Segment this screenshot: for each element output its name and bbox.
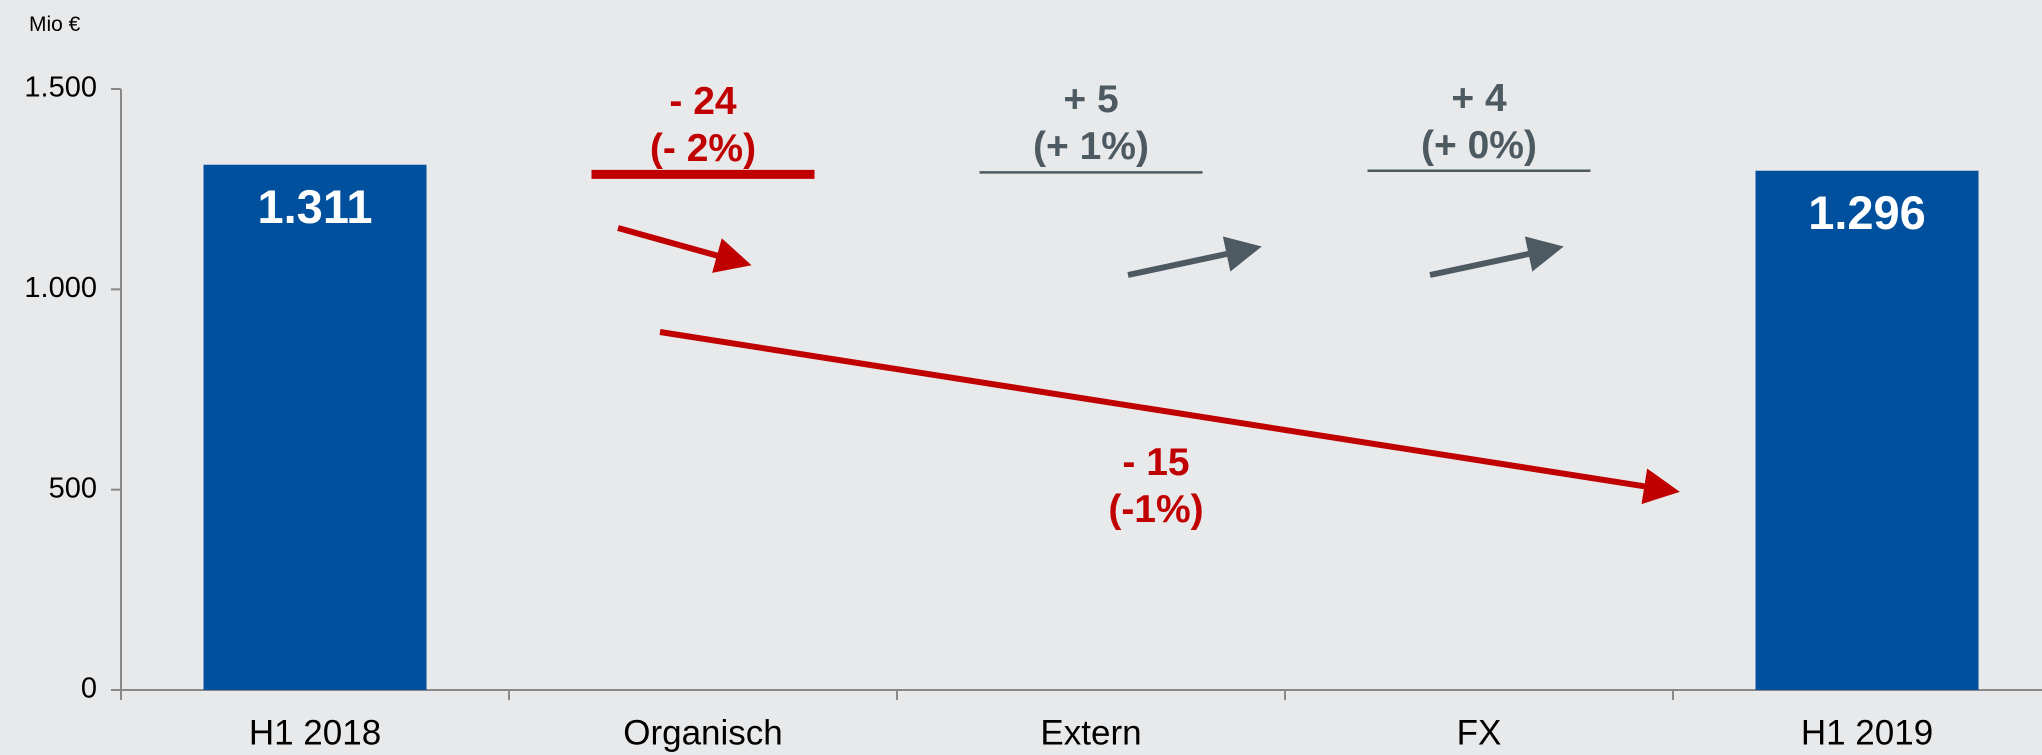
value-label: + 5 (+ 1%) — [1033, 78, 1149, 169]
arrow — [1127, 236, 1262, 278]
x-tick-label: Organisch — [623, 713, 783, 752]
value-label: 1.296 — [1808, 185, 1926, 239]
arrow — [659, 329, 1680, 505]
x-tick-label: H1 2019 — [1801, 713, 1933, 752]
y-tick-label: 1.000 — [24, 272, 97, 304]
value-label: - 24 (- 2%) — [649, 80, 757, 171]
x-tick-label: Extern — [1040, 713, 1141, 752]
y-axis-label: Mio € — [29, 13, 81, 36]
y-tick-label: 1.500 — [24, 72, 97, 104]
value-label: 1.311 — [257, 179, 373, 233]
annotation: - 15 (-1%) — [1108, 441, 1204, 531]
x-tick-label: H1 2018 — [249, 713, 381, 752]
x-tick-label: FX — [1457, 713, 1502, 752]
arrow — [1429, 236, 1564, 278]
arrow — [617, 225, 752, 273]
value-label: + 4 (+ 0%) — [1421, 76, 1537, 167]
y-tick-label: 500 — [49, 472, 97, 504]
y-tick-label: 0 — [81, 673, 97, 705]
bar — [1755, 170, 1979, 691]
bar — [203, 164, 427, 690]
